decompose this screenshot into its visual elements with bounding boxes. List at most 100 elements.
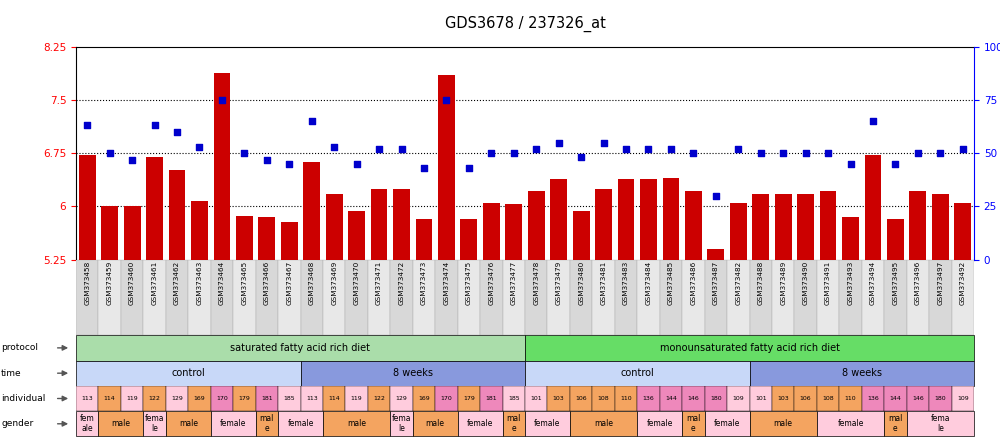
Bar <box>233 260 256 335</box>
Text: GSM373496: GSM373496 <box>915 261 921 305</box>
Point <box>865 118 881 125</box>
Bar <box>323 260 345 335</box>
Bar <box>323 411 390 436</box>
Bar <box>839 386 862 411</box>
Point <box>640 145 656 152</box>
Text: 185: 185 <box>508 396 520 401</box>
Text: GSM373481: GSM373481 <box>601 261 607 305</box>
Bar <box>547 260 570 335</box>
Point <box>483 150 499 157</box>
Bar <box>503 260 525 335</box>
Point <box>573 154 589 161</box>
Text: 106: 106 <box>800 396 811 401</box>
Bar <box>345 386 368 411</box>
Bar <box>166 260 188 335</box>
Bar <box>750 411 817 436</box>
Text: 146: 146 <box>688 396 699 401</box>
Text: GSM373475: GSM373475 <box>466 261 472 305</box>
Text: fem
ale: fem ale <box>80 414 95 433</box>
Point <box>438 96 454 103</box>
Text: GSM373492: GSM373492 <box>960 261 966 305</box>
Bar <box>326 194 343 260</box>
Point <box>416 165 432 172</box>
Bar <box>413 260 435 335</box>
Bar <box>637 386 660 411</box>
Bar <box>705 386 727 411</box>
Bar <box>76 361 300 386</box>
Bar <box>371 189 387 260</box>
Text: male: male <box>426 419 445 428</box>
Bar <box>503 386 525 411</box>
Text: GSM373459: GSM373459 <box>107 261 113 305</box>
Bar <box>862 260 884 335</box>
Bar <box>188 260 211 335</box>
Bar <box>101 206 118 260</box>
Bar <box>191 201 208 260</box>
Bar <box>166 411 211 436</box>
Text: mal
e: mal e <box>686 414 701 433</box>
Bar <box>121 260 143 335</box>
Bar <box>615 260 637 335</box>
Bar <box>884 260 907 335</box>
Text: gender: gender <box>1 419 33 428</box>
Point <box>551 139 567 146</box>
Bar <box>618 179 634 260</box>
Bar <box>750 386 772 411</box>
Bar <box>660 260 682 335</box>
Text: 113: 113 <box>81 396 93 401</box>
Bar <box>480 260 503 335</box>
Text: GSM373476: GSM373476 <box>488 261 494 305</box>
Text: 144: 144 <box>889 396 901 401</box>
Text: GSM373484: GSM373484 <box>645 261 651 305</box>
Bar <box>727 260 750 335</box>
Bar <box>368 386 390 411</box>
Text: 169: 169 <box>194 396 205 401</box>
Text: 101: 101 <box>755 396 767 401</box>
Text: 146: 146 <box>912 396 924 401</box>
Text: 119: 119 <box>351 396 363 401</box>
Text: 109: 109 <box>732 396 744 401</box>
Text: GSM373477: GSM373477 <box>511 261 517 305</box>
Text: GSM373478: GSM373478 <box>533 261 539 305</box>
Text: GSM373491: GSM373491 <box>825 261 831 305</box>
Point <box>304 118 320 125</box>
Text: male: male <box>774 419 793 428</box>
Text: mal
e: mal e <box>507 414 521 433</box>
Point <box>191 143 207 151</box>
Text: male: male <box>594 419 613 428</box>
Text: fema
le: fema le <box>931 414 950 433</box>
Text: 129: 129 <box>171 396 183 401</box>
Point <box>79 122 95 129</box>
Bar <box>505 204 522 260</box>
Text: GSM373464: GSM373464 <box>219 261 225 305</box>
Bar <box>592 260 615 335</box>
Bar <box>570 260 592 335</box>
Text: 103: 103 <box>777 396 789 401</box>
Text: GSM373495: GSM373495 <box>892 261 898 305</box>
Text: 108: 108 <box>598 396 609 401</box>
Text: GSM373466: GSM373466 <box>264 261 270 305</box>
Point <box>955 145 971 152</box>
Point <box>708 192 724 199</box>
Text: 114: 114 <box>104 396 116 401</box>
Text: GSM373472: GSM373472 <box>399 261 405 305</box>
Text: protocol: protocol <box>1 343 38 353</box>
Text: female: female <box>467 419 493 428</box>
Text: 129: 129 <box>396 396 407 401</box>
Point <box>169 128 185 135</box>
Point <box>775 150 791 157</box>
Text: 101: 101 <box>530 396 542 401</box>
Point <box>349 160 365 167</box>
Text: 110: 110 <box>620 396 632 401</box>
Bar <box>707 249 724 260</box>
Bar <box>413 411 458 436</box>
Bar <box>865 155 881 260</box>
Bar <box>929 386 952 411</box>
Text: female: female <box>647 419 673 428</box>
Text: GSM373490: GSM373490 <box>803 261 809 305</box>
Bar <box>258 217 275 260</box>
Text: 170: 170 <box>441 396 452 401</box>
Point <box>753 150 769 157</box>
Bar <box>528 191 545 260</box>
Bar <box>278 386 300 411</box>
